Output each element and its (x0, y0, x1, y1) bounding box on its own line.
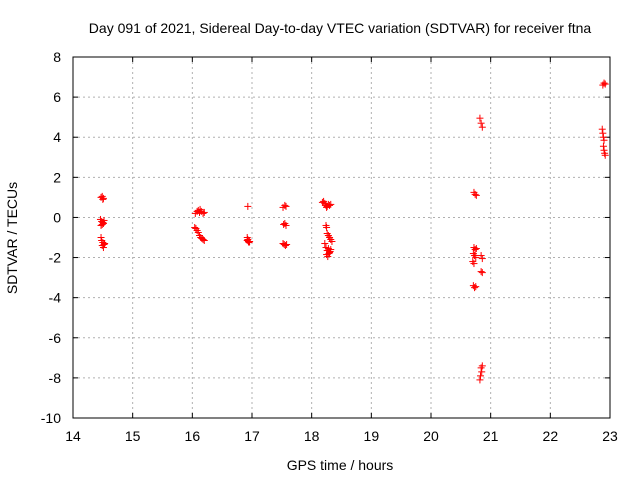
y-tick-label: -8 (49, 370, 62, 386)
data-point (328, 238, 336, 246)
x-tick-label: 14 (65, 428, 81, 444)
data-point (476, 376, 484, 384)
data-point (599, 129, 607, 137)
data-point (101, 240, 109, 248)
data-point (246, 238, 254, 246)
data-series-sdtvar (96, 79, 609, 384)
data-point (98, 220, 106, 228)
data-point (477, 119, 485, 127)
data-point (600, 136, 608, 144)
data-point (324, 253, 332, 261)
chart-title: Day 091 of 2021, Sidereal Day-to-day VTE… (89, 20, 592, 36)
x-axis-label: GPS time / hours (287, 457, 394, 473)
x-tick-label: 15 (125, 428, 141, 444)
data-point (478, 269, 486, 277)
x-tick-label: 20 (423, 428, 439, 444)
data-point (599, 142, 607, 150)
data-point (282, 202, 290, 210)
plot-area-frame (72, 56, 611, 419)
y-axis-label: SDTVAR / TECUs (4, 182, 20, 294)
data-point (244, 202, 252, 210)
grid-lines (73, 57, 610, 418)
data-point (281, 201, 289, 209)
data-point (472, 245, 480, 253)
data-point (601, 80, 609, 88)
data-point (470, 260, 478, 268)
data-point (200, 237, 208, 245)
data-point (196, 205, 204, 213)
data-point (100, 241, 108, 249)
data-point (601, 151, 609, 159)
data-point (476, 114, 484, 122)
data-point (327, 200, 335, 208)
data-point (471, 246, 479, 254)
data-point (199, 236, 207, 244)
x-tick-label: 23 (602, 428, 618, 444)
data-point (472, 254, 480, 262)
data-point (478, 123, 486, 131)
y-tick-label: -10 (41, 410, 61, 426)
data-point (598, 125, 606, 133)
data-point (194, 228, 202, 236)
data-point (323, 223, 331, 231)
x-tick-label: 16 (185, 428, 201, 444)
y-tick-label: 4 (53, 129, 61, 145)
data-point (478, 362, 486, 370)
data-point (200, 208, 208, 216)
data-point (600, 146, 608, 154)
data-point (99, 195, 107, 203)
data-point (326, 248, 334, 256)
x-tick-label: 22 (543, 428, 559, 444)
y-tick-label: 8 (53, 49, 61, 65)
data-point (281, 242, 289, 250)
data-point (323, 203, 331, 211)
data-point (477, 252, 485, 260)
data-point (199, 209, 207, 217)
data-point (282, 221, 290, 229)
data-point (283, 241, 291, 249)
data-point (99, 219, 107, 227)
x-tick-label: 21 (483, 428, 499, 444)
y-tick-label: -4 (49, 290, 62, 306)
y-tick-label: 2 (53, 169, 61, 185)
data-point (477, 372, 485, 380)
y-tick-label: 0 (53, 209, 61, 225)
data-point (99, 244, 107, 252)
data-point (97, 234, 105, 241)
data-point (472, 283, 480, 291)
data-point (99, 194, 107, 202)
y-tick-labels: -10 -8 -6 -4 -2 0 2 4 6 8 (41, 49, 61, 426)
data-point (472, 191, 480, 199)
data-point (471, 190, 479, 198)
data-point (478, 368, 486, 376)
x-tick-label: 18 (304, 428, 320, 444)
data-point (477, 268, 485, 276)
x-tick-labels: 14 15 16 17 18 19 20 21 22 23 (65, 428, 618, 444)
data-point (100, 216, 108, 224)
y-tick-label: 6 (53, 89, 61, 105)
data-point (471, 284, 479, 292)
data-point (321, 240, 329, 248)
data-point (599, 133, 607, 141)
x-tick-label: 19 (364, 428, 380, 444)
y-tick-label: -6 (49, 330, 62, 346)
data-point (478, 255, 486, 263)
data-point (600, 79, 608, 87)
x-tick-label: 17 (244, 428, 260, 444)
y-tick-label: -2 (49, 250, 62, 266)
